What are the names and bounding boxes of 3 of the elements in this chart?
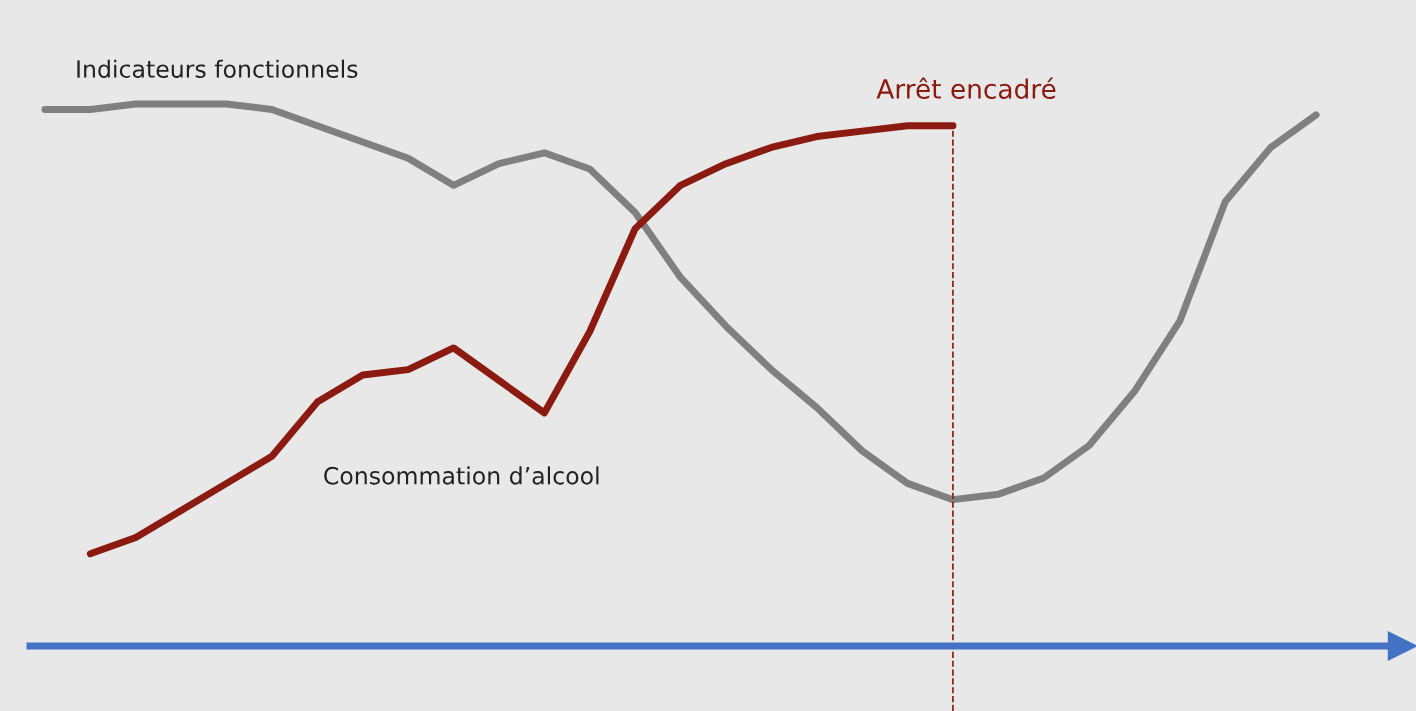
series-label: Indicateurs fonctionnels <box>77 59 358 78</box>
text: Arrêt encadré <box>876 77 1056 99</box>
series-label: Consommation d’alcool <box>324 466 599 485</box>
